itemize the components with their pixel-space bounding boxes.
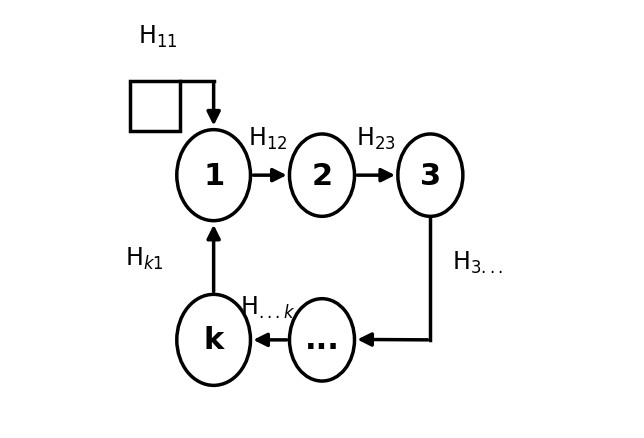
Text: H$_{3...}$: H$_{3...}$ <box>452 249 503 276</box>
Ellipse shape <box>290 299 354 381</box>
Ellipse shape <box>398 134 463 217</box>
Ellipse shape <box>290 134 354 217</box>
Text: 2: 2 <box>312 161 332 190</box>
Bar <box>130 82 180 131</box>
Text: H$_{23}$: H$_{23}$ <box>356 126 396 152</box>
Ellipse shape <box>177 131 251 221</box>
Ellipse shape <box>177 295 251 385</box>
Text: ...: ... <box>305 325 339 354</box>
Text: H$_{k1}$: H$_{k1}$ <box>126 245 164 271</box>
Text: k: k <box>204 325 223 354</box>
Text: 3: 3 <box>420 161 441 190</box>
Text: H$_{11}$: H$_{11}$ <box>138 24 177 50</box>
Text: 1: 1 <box>203 161 224 190</box>
Text: H$_{12}$: H$_{12}$ <box>248 126 287 152</box>
Text: H$_{...k}$: H$_{...k}$ <box>240 294 296 321</box>
